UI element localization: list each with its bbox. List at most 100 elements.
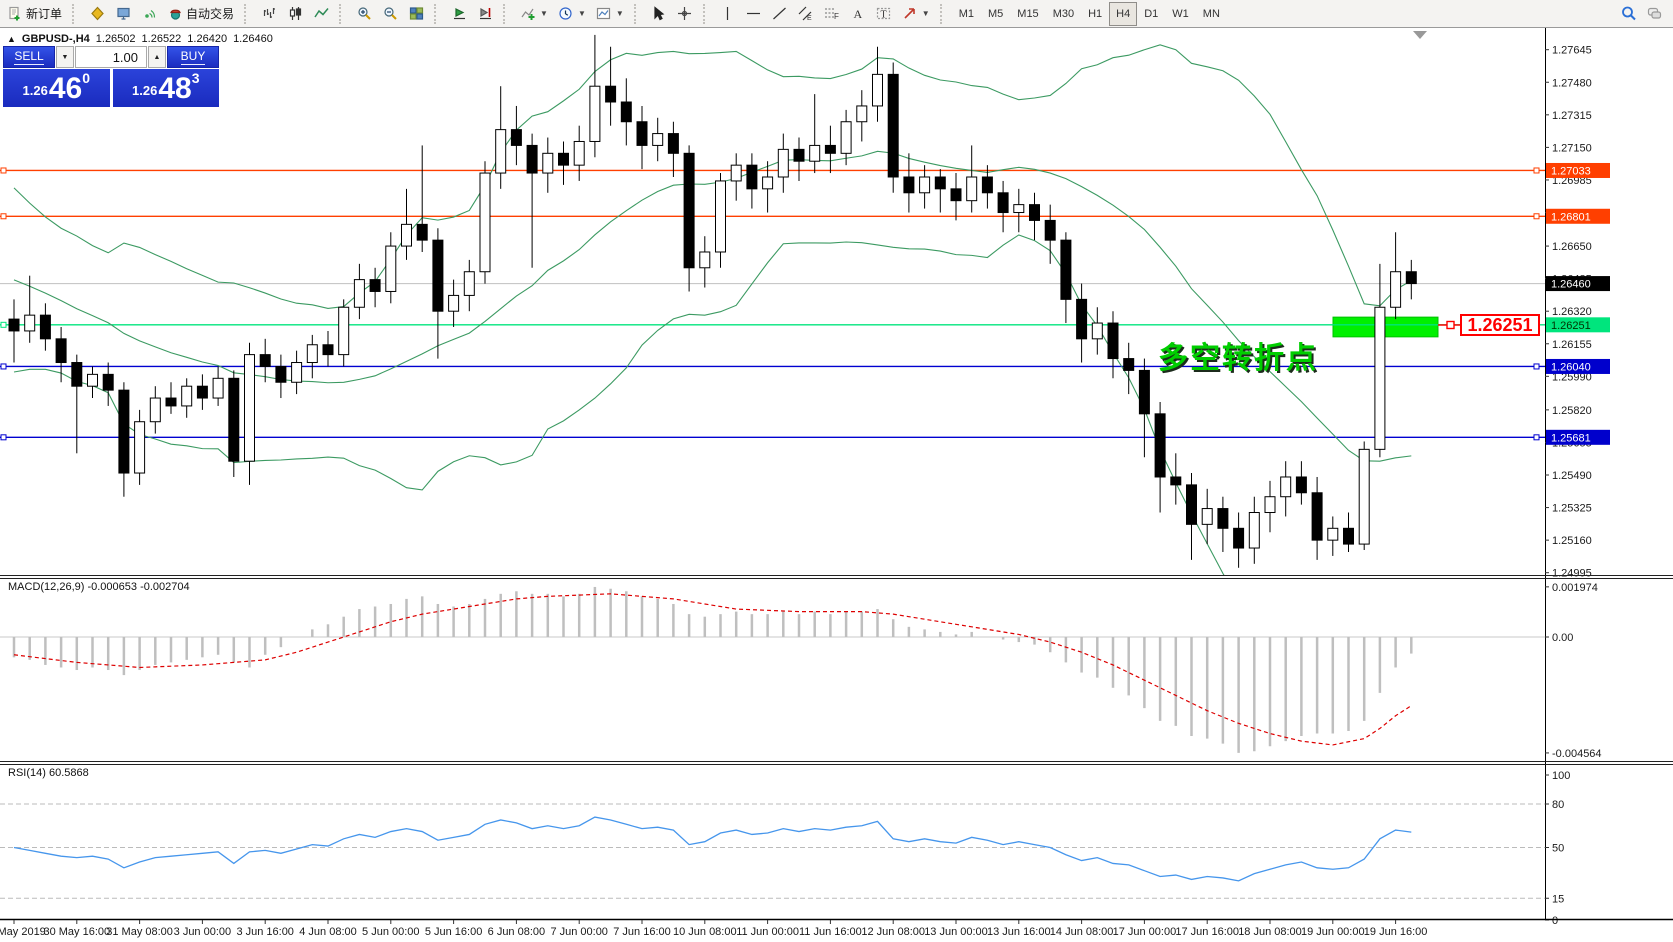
toolbar-separator	[434, 3, 441, 24]
dropdown-arrow-icon[interactable]: ▼	[921, 9, 930, 18]
timeframe-mn[interactable]: MN	[1202, 7, 1220, 20]
svg-text:7 Jun 00:00: 7 Jun 00:00	[550, 926, 608, 938]
bid-price-axis-label: 1.26460	[1551, 279, 1591, 291]
chart-shift-icon	[477, 6, 493, 22]
toolbar-group	[349, 0, 431, 28]
buy-price-panel[interactable]: 1.26 48 3	[112, 69, 219, 107]
timeframe-m15[interactable]: M15	[1017, 7, 1039, 20]
vertical-line-button[interactable]	[715, 2, 741, 26]
timeframe-m1[interactable]: M1	[958, 7, 974, 20]
rsi-line	[13, 816, 1412, 882]
arrows-button[interactable]: ▼	[897, 2, 935, 26]
one-click-collapse-icon[interactable]: ▲	[7, 34, 16, 44]
svg-text:10 Jun 08:00: 10 Jun 08:00	[673, 926, 737, 938]
line-chart-icon	[313, 6, 329, 22]
candle	[997, 192, 1009, 214]
timeframe-h4[interactable]: H4	[1109, 1, 1138, 26]
volume-field[interactable]: 1.00	[75, 46, 147, 68]
new-order-button[interactable]: 新订单	[2, 2, 67, 26]
svg-text:5 Jun 00:00: 5 Jun 00:00	[362, 926, 420, 938]
horizontal-line-button[interactable]	[741, 2, 767, 26]
candle	[244, 354, 255, 462]
svg-text:1.27150: 1.27150	[1552, 142, 1592, 154]
cursor-button[interactable]	[646, 2, 672, 26]
svg-text:11 Jun 00:00: 11 Jun 00:00	[736, 926, 799, 938]
price-callout-label[interactable]: 1.26251	[1460, 314, 1540, 336]
indicators-button[interactable]: ▼	[515, 2, 553, 26]
svg-text:1.25990: 1.25990	[1552, 371, 1592, 383]
candle	[824, 144, 836, 154]
expert-advisors-button[interactable]	[110, 2, 136, 26]
crosshair-button[interactable]	[672, 2, 698, 26]
candle	[196, 385, 208, 399]
signals-button[interactable]	[136, 2, 162, 26]
svg-text:-0.004564: -0.004564	[1552, 748, 1602, 760]
dropdown-arrow-icon[interactable]: ▼	[615, 9, 624, 18]
svg-text:17 Jun 16:00: 17 Jun 16:00	[1175, 926, 1239, 938]
toolbar: 新订单 自动交易 ▼ ▼ ▼ E F A T ▼ M1 M5 M15 M30 H1 H4 D1 W1 MN	[0, 0, 1673, 28]
buy-button[interactable]: BUY	[167, 46, 219, 68]
bar-chart-button[interactable]	[256, 2, 282, 26]
svg-text:50: 50	[1552, 843, 1564, 855]
periods-button[interactable]: ▼	[553, 2, 591, 26]
volume-up-button[interactable]: ▲	[148, 46, 166, 68]
candle	[1217, 508, 1229, 529]
triangle-up-icon: ▲	[153, 53, 161, 61]
svg-text:11 Jun 16:00: 11 Jun 16:00	[799, 926, 862, 938]
candle	[558, 152, 569, 166]
svg-text:13 Jun 16:00: 13 Jun 16:00	[987, 926, 1051, 938]
svg-text:3 Jun 00:00: 3 Jun 00:00	[174, 926, 232, 938]
text-button[interactable]: A	[845, 2, 871, 26]
turning-point-annotation[interactable]: 多空转折点	[1158, 342, 1318, 375]
svg-text:17 Jun 00:00: 17 Jun 00:00	[1113, 926, 1177, 938]
tile-windows-button[interactable]	[403, 2, 429, 26]
candle	[55, 338, 67, 364]
timeframe-m30[interactable]: M30	[1052, 7, 1075, 20]
trendline-button[interactable]	[767, 2, 793, 26]
buy-price-main: 48	[158, 72, 192, 105]
autotrading-button[interactable]: 自动交易	[162, 2, 239, 26]
timeframe-d1[interactable]: D1	[1144, 7, 1159, 20]
zoom-in-icon	[356, 6, 372, 22]
chart-shift-button[interactable]	[472, 2, 498, 26]
equidistant-channel-button[interactable]: E	[793, 2, 819, 26]
text-label-button[interactable]: T	[871, 2, 897, 26]
templates-button[interactable]: ▼	[591, 2, 629, 26]
candle	[887, 73, 899, 178]
candle	[353, 279, 365, 308]
sell-price-panel[interactable]: 1.26 46 0	[3, 69, 110, 107]
svg-text:4 Jun 08:00: 4 Jun 08:00	[299, 926, 357, 938]
volume-down-button[interactable]: ▼	[56, 46, 74, 68]
line-chart-button[interactable]	[308, 2, 334, 26]
candle	[495, 129, 507, 174]
chat-button[interactable]	[1641, 2, 1667, 26]
zoom-in-button[interactable]	[351, 2, 377, 26]
sell-button[interactable]: SELL	[3, 46, 55, 68]
candle	[620, 101, 632, 123]
candle	[1327, 527, 1339, 541]
timeframe-m5[interactable]: M5	[988, 7, 1004, 20]
candle	[652, 133, 664, 146]
svg-text:100: 100	[1552, 770, 1570, 782]
dropdown-arrow-icon[interactable]: ▼	[577, 9, 586, 18]
history-center-button[interactable]	[84, 2, 110, 26]
price-axis[interactable]: 1.276451.274801.273151.271501.269851.268…	[1545, 28, 1610, 919]
support-zone-rect[interactable]	[1332, 316, 1439, 338]
timeframe-w1[interactable]: W1	[1172, 7, 1189, 20]
svg-text:19 Jun 00:00: 19 Jun 00:00	[1301, 926, 1365, 938]
text-label-icon: T	[876, 6, 892, 22]
ohlc-low: 1.26420	[187, 33, 228, 45]
svg-text:1.26251: 1.26251	[1551, 320, 1591, 332]
candlestick-chart-button[interactable]	[282, 2, 308, 26]
auto-scroll-button[interactable]	[446, 2, 472, 26]
svg-text:15: 15	[1552, 893, 1564, 905]
zoom-out-button[interactable]	[377, 2, 403, 26]
search-button[interactable]	[1615, 2, 1641, 26]
svg-text:5 Jun 16:00: 5 Jun 16:00	[425, 926, 483, 938]
fibonacci-button[interactable]: F	[819, 2, 845, 26]
dropdown-arrow-icon[interactable]: ▼	[540, 9, 548, 18]
toolbar-separator	[633, 3, 641, 24]
timeframe-h1[interactable]: H1	[1088, 7, 1103, 20]
chart-shift-marker[interactable]	[1413, 31, 1427, 39]
